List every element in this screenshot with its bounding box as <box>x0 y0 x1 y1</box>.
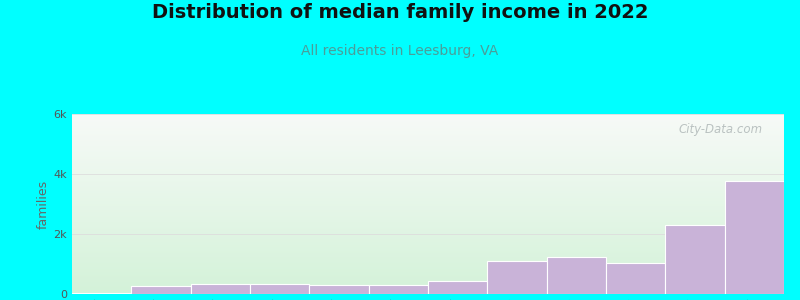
Bar <box>131 286 190 294</box>
Bar <box>725 181 784 294</box>
Bar <box>310 285 369 294</box>
Text: Distribution of median family income in 2022: Distribution of median family income in … <box>152 3 648 22</box>
Bar <box>666 225 725 294</box>
Y-axis label: families: families <box>36 179 50 229</box>
Bar <box>487 261 546 294</box>
Bar <box>369 285 428 294</box>
Bar <box>606 262 666 294</box>
Bar <box>190 284 250 294</box>
Text: All residents in Leesburg, VA: All residents in Leesburg, VA <box>302 44 498 58</box>
Bar <box>546 257 606 294</box>
Bar <box>428 281 487 294</box>
Bar <box>72 293 131 294</box>
Bar <box>250 284 310 294</box>
Text: City-Data.com: City-Data.com <box>678 123 762 136</box>
